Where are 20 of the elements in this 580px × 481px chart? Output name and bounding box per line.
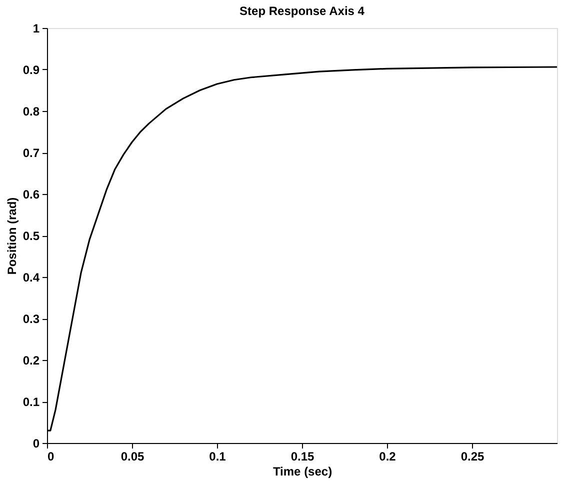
chart-title: Step Response Axis 4 [240,4,365,18]
y-tick-label: 0.2 [22,354,40,368]
x-tick-label: 0 [48,450,54,464]
x-tick-label: 0.15 [290,450,314,464]
x-tick-label: 0.2 [379,450,396,464]
y-tick-label: 0.6 [22,188,40,202]
y-tick-label: 0.7 [22,146,40,160]
y-tick-label: 0.5 [22,229,40,243]
y-tick-label: 0.8 [22,104,40,118]
y-tick-label: 0.1 [22,395,40,409]
x-tick-label: 0.1 [209,450,226,464]
y-tick-label: 1 [32,22,40,36]
x-axis-title: Time (sec) [272,464,332,478]
y-axis-title: Position (rad) [4,197,19,275]
y-tick-label: 0.4 [22,270,40,284]
y-tick-label: 0.9 [22,63,40,77]
x-tick-label: 0.25 [460,450,484,464]
y-tick-label: 0 [32,436,40,450]
y-tick-label: 0.3 [22,312,40,326]
x-tick-label: 0.05 [120,450,144,464]
